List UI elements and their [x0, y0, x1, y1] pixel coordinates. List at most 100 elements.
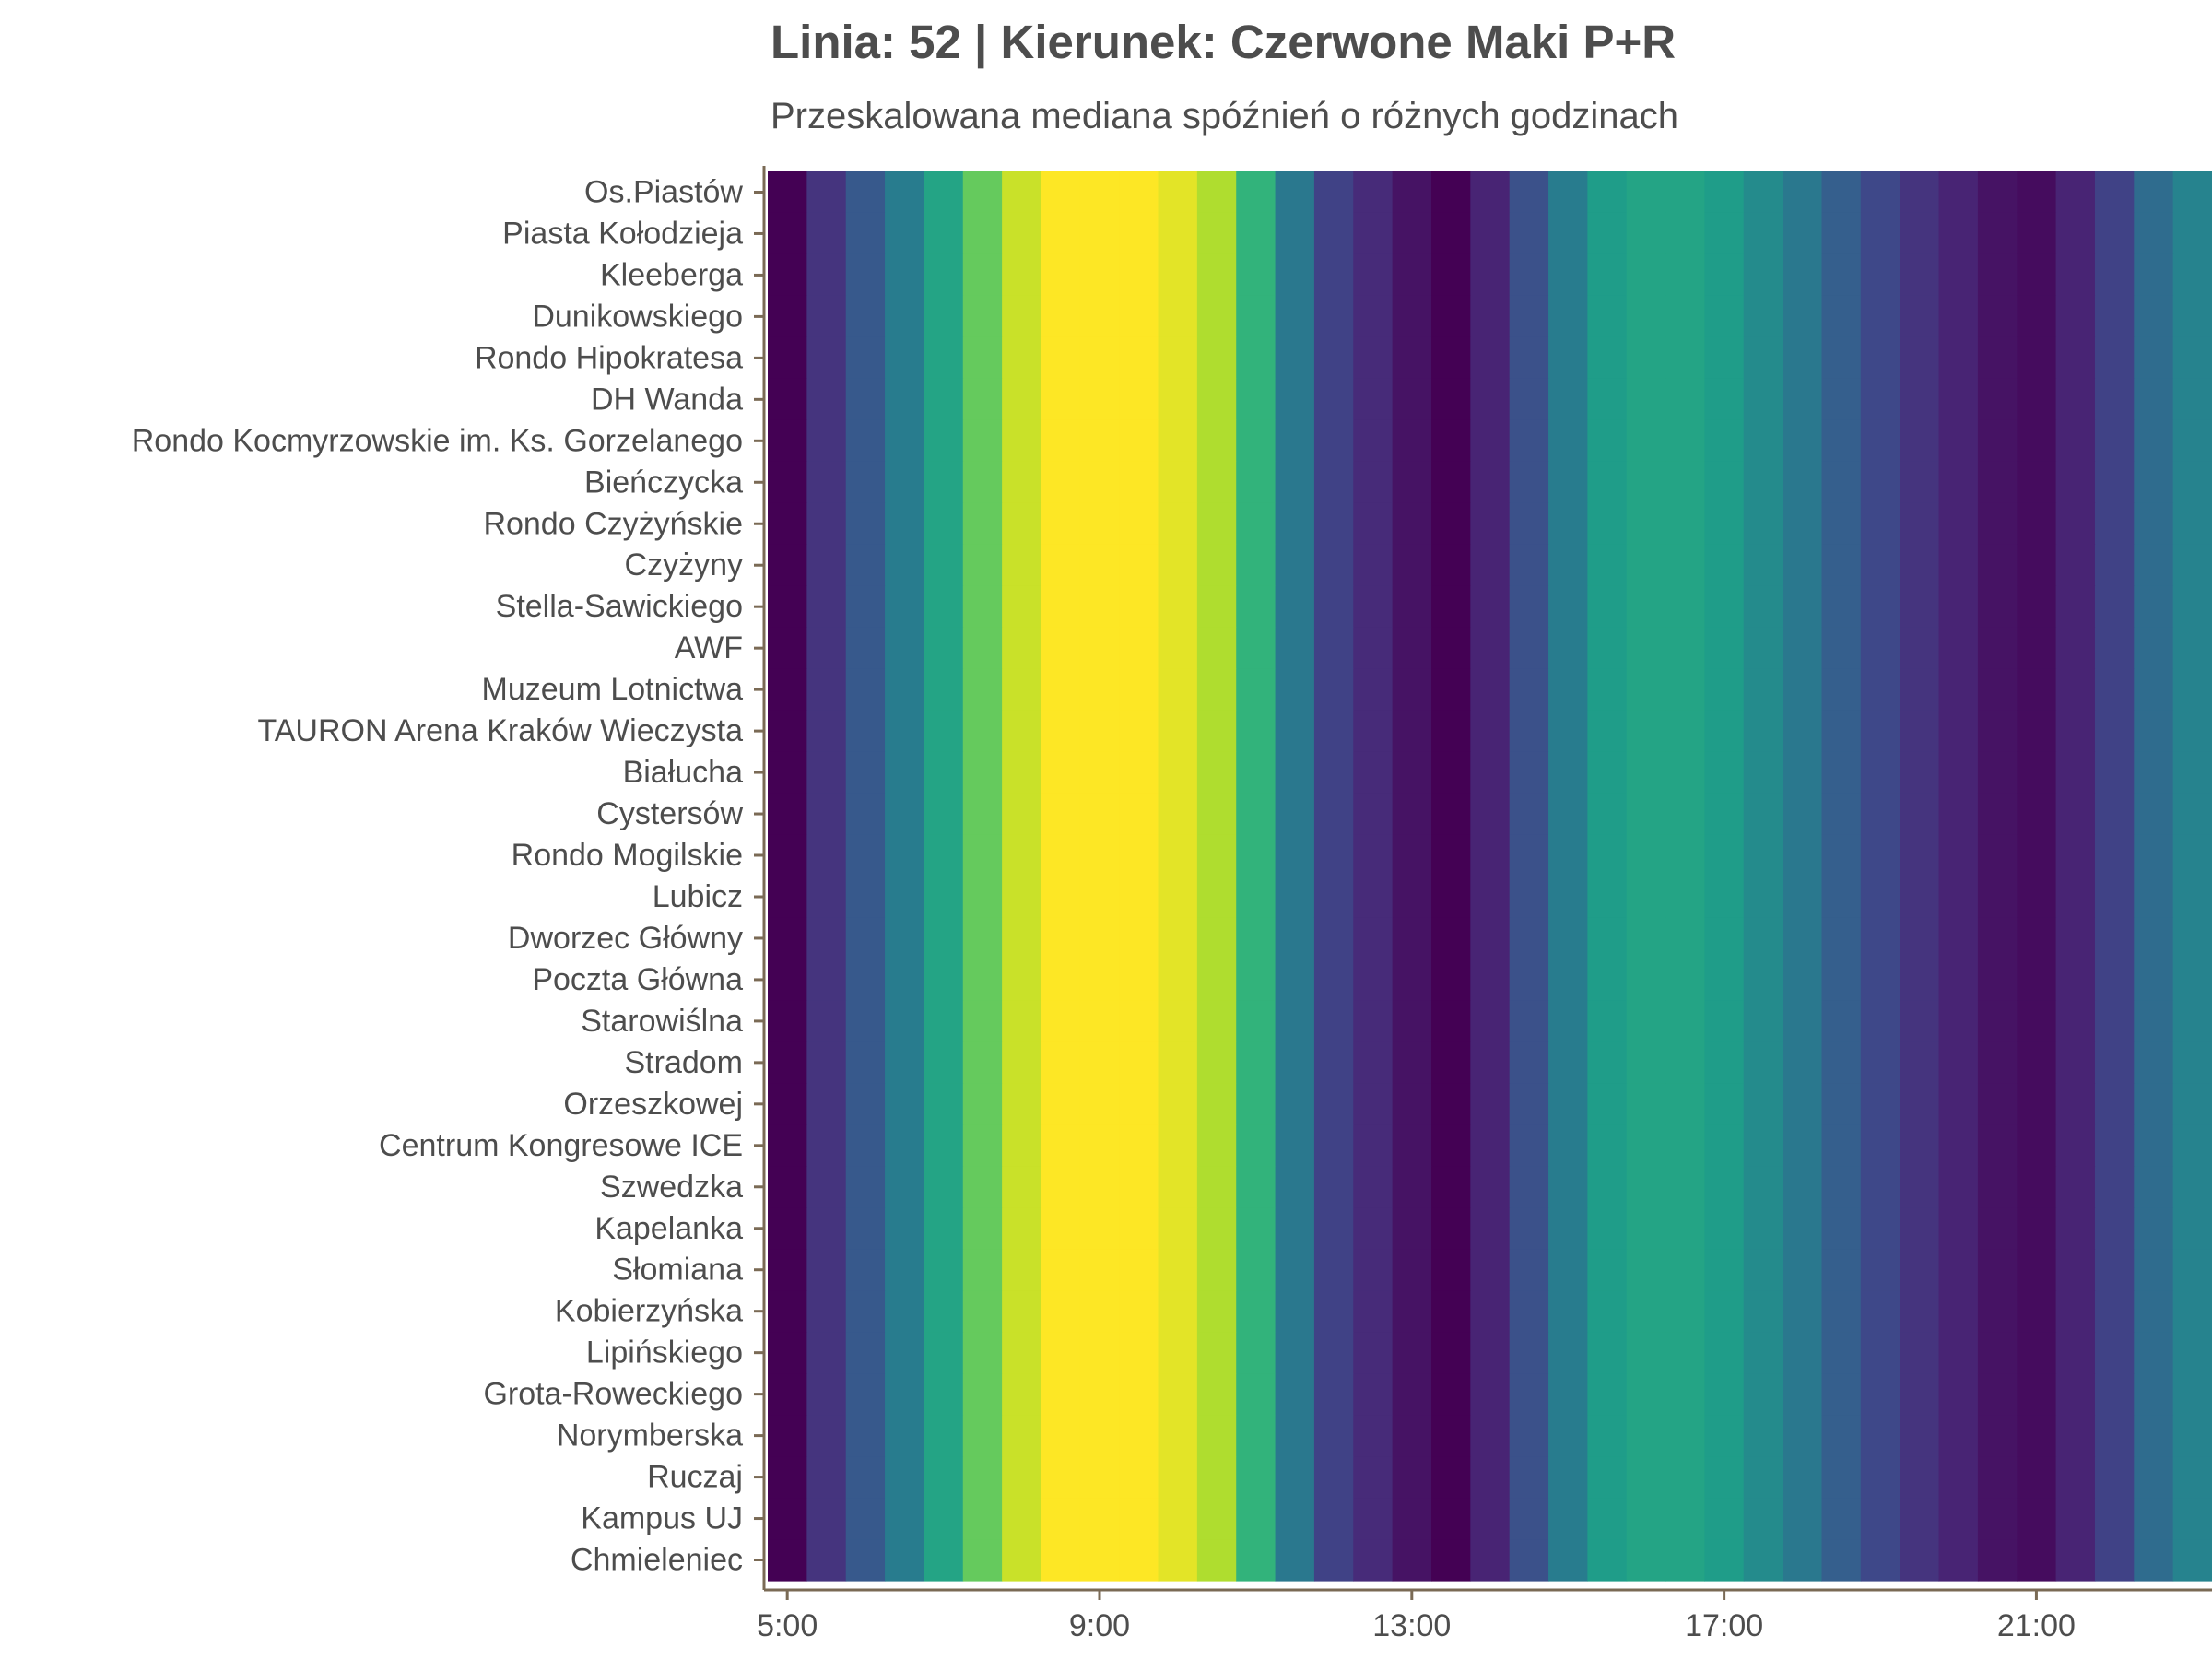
heatmap-cell: [2094, 627, 2135, 670]
heatmap-cell: [1196, 1041, 1237, 1084]
heatmap-cell: [1704, 1456, 1745, 1499]
heatmap-cell: [1236, 1539, 1277, 1582]
heatmap-cell: [768, 1166, 807, 1208]
heatmap-cell: [845, 585, 886, 629]
heatmap-cell: [1158, 1373, 1198, 1416]
heatmap-cell: [1977, 793, 2018, 836]
heatmap-cell: [1119, 1083, 1159, 1125]
heatmap-cell: [1626, 627, 1666, 670]
heatmap-cell: [806, 502, 847, 546]
heatmap-cell: [1430, 1166, 1471, 1208]
heatmap-cell: [1041, 544, 1081, 587]
heatmap-cell: [768, 502, 807, 546]
heatmap-cell: [1041, 1498, 1081, 1540]
heatmap-cell: [1743, 793, 1783, 836]
heatmap-cell: [1041, 627, 1081, 670]
heatmap-cell: [962, 585, 1003, 629]
heatmap-cell: [885, 544, 924, 587]
heatmap-cell: [1548, 627, 1588, 670]
heatmap-cell: [2134, 295, 2174, 338]
heatmap-cell: [1743, 1539, 1783, 1582]
heatmap-cell: [1119, 585, 1159, 629]
heatmap-cell: [2055, 585, 2096, 629]
heatmap-cell: [1353, 834, 1394, 877]
heatmap-cell: [1977, 1539, 2018, 1582]
heatmap-cell: [1196, 1083, 1237, 1125]
heatmap-cell: [1783, 1083, 1823, 1125]
heatmap-cell: [845, 1373, 886, 1416]
heatmap-cell: [1236, 834, 1277, 877]
heatmap-cell: [2094, 544, 2135, 587]
heatmap-cell: [2017, 1332, 2057, 1374]
heatmap-cell: [1158, 668, 1198, 712]
heatmap-cell: [2055, 1373, 2096, 1416]
heatmap-cell: [1509, 1415, 1549, 1457]
heatmap-cell: [1626, 461, 1666, 504]
heatmap-cell: [2017, 171, 2057, 214]
heatmap-cell: [1704, 171, 1745, 214]
heatmap-cell: [1665, 253, 1706, 297]
heatmap-cell: [1900, 1290, 1940, 1333]
heatmap-cell: [1119, 1456, 1159, 1499]
heatmap-cell: [2172, 336, 2212, 380]
heatmap-cell: [1548, 1373, 1588, 1416]
heatmap-cell: [1236, 295, 1277, 338]
heatmap-cell: [1196, 419, 1237, 463]
heatmap-cell: [2017, 834, 2057, 877]
heatmap-cell: [2055, 1498, 2096, 1540]
heatmap-cell: [806, 1373, 847, 1416]
heatmap-cell: [806, 917, 847, 960]
heatmap-cell: [1587, 1207, 1628, 1250]
heatmap-cell: [806, 212, 847, 255]
heatmap-cell: [1079, 959, 1120, 1002]
heatmap-cell: [768, 1456, 807, 1499]
heatmap-cell: [1900, 253, 1940, 297]
heatmap-cell: [1548, 751, 1588, 794]
heatmap-cell: [1430, 502, 1471, 546]
heatmap-cell: [1900, 959, 1940, 1002]
heatmap-cell: [1587, 1041, 1628, 1084]
heatmap-cell: [1236, 336, 1277, 380]
heatmap-cell: [1119, 627, 1159, 670]
heatmap-cell: [1158, 1166, 1198, 1208]
y-axis-label: Orzeszkowej: [563, 1087, 743, 1122]
heatmap-cell: [1509, 834, 1549, 877]
heatmap-cell: [1430, 1249, 1471, 1291]
heatmap-cell: [962, 544, 1003, 587]
heatmap-cell: [1002, 1166, 1042, 1208]
heatmap-cell: [845, 1249, 886, 1291]
heatmap-cell: [1900, 1249, 1940, 1291]
heatmap-cell: [1743, 1290, 1783, 1333]
heatmap-cell: [1548, 668, 1588, 712]
heatmap-cell: [1002, 1332, 1042, 1374]
heatmap-cell: [1626, 1498, 1666, 1540]
heatmap-cell: [806, 1083, 847, 1125]
heatmap-cell: [1196, 1166, 1237, 1208]
heatmap-cell: [768, 336, 807, 380]
heatmap-cell: [1704, 1249, 1745, 1291]
heatmap-cell: [1587, 1083, 1628, 1125]
heatmap-cell: [2055, 1290, 2096, 1333]
heatmap-cell: [806, 295, 847, 338]
heatmap-cell: [1430, 917, 1471, 960]
heatmap-cell: [1236, 627, 1277, 670]
heatmap-cell: [1509, 585, 1549, 629]
y-axis-label: Ruczaj: [647, 1460, 743, 1495]
heatmap-cell: [1470, 668, 1511, 712]
heatmap-cell: [885, 419, 924, 463]
heatmap-cell: [885, 585, 924, 629]
heatmap-cell: [1275, 171, 1315, 214]
heatmap-cell: [1158, 751, 1198, 794]
heatmap-cell: [1548, 1332, 1588, 1374]
heatmap-cell: [1938, 1373, 1979, 1416]
heatmap-cell: [885, 1249, 924, 1291]
heatmap-cell: [1275, 876, 1315, 919]
heatmap-cell: [1430, 1456, 1471, 1499]
heatmap-cell: [1509, 959, 1549, 1002]
heatmap-cell: [1704, 1373, 1745, 1416]
heatmap-cell: [806, 959, 847, 1002]
heatmap-cell: [806, 1041, 847, 1084]
heatmap-cell: [1236, 917, 1277, 960]
heatmap-cell: [2017, 212, 2057, 255]
heatmap-cell: [806, 710, 847, 753]
